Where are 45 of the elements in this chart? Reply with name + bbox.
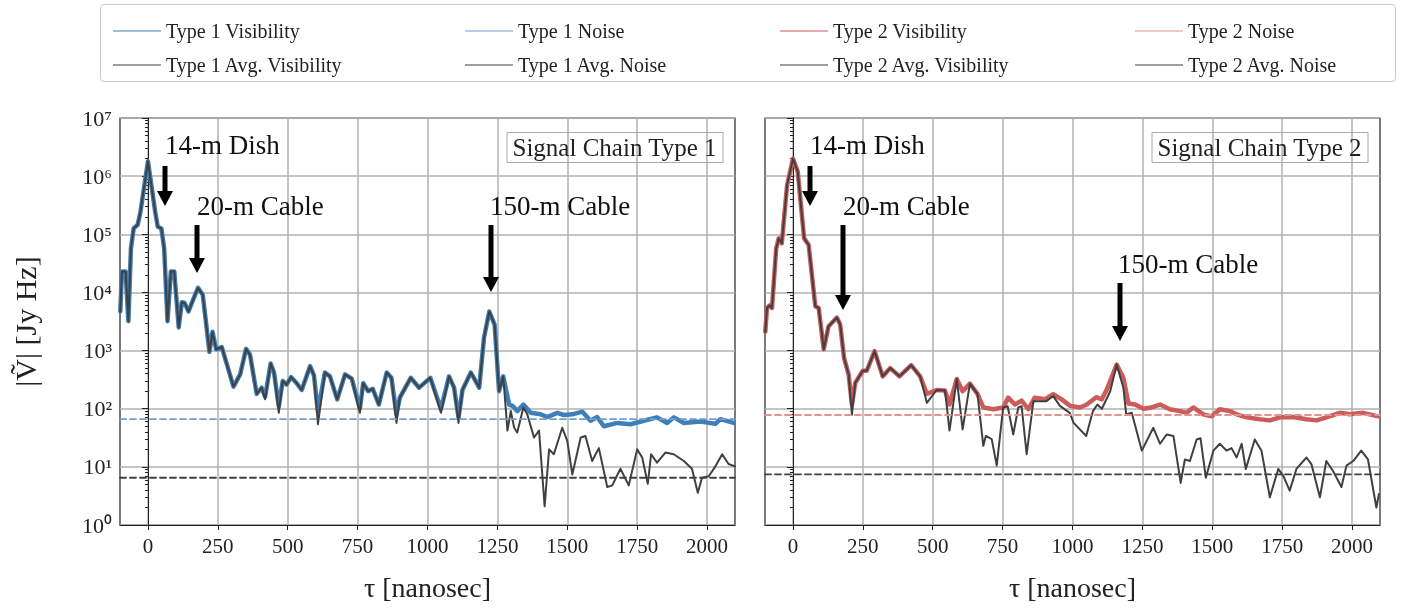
legend-label: Type 2 Avg. Noise (1188, 54, 1337, 77)
annotation: 150-m Cable (490, 190, 631, 221)
annotation: 20-m Cable (843, 190, 970, 221)
x-tick-label: 750 (341, 533, 374, 558)
text: Signal Chain Type 1 (512, 134, 717, 161)
x-tick-label: 250 (202, 533, 234, 558)
x-tick-label: 1000 (406, 533, 449, 558)
x-tick-label: 0 (787, 533, 799, 558)
x-tick-label: 0 (142, 533, 154, 558)
x-tick-label: 2000 (1331, 533, 1374, 558)
x-tick-label: 1250 (1121, 533, 1164, 558)
annotation: 150-m Cable (1118, 248, 1259, 279)
x-tick-label: 1750 (1261, 533, 1304, 558)
x-tick-label: 1500 (546, 533, 589, 558)
y-tick-label: 10⁰ (82, 512, 112, 538)
legend-label: Type 2 Avg. Visibility (833, 54, 1009, 77)
x-axis-title: τ [nanosec] (1008, 571, 1137, 603)
x-tick-label: 500 (916, 533, 949, 558)
annotation: 20-m Cable (197, 190, 324, 221)
y-axis-title: |Ṽ| [Jy Hz] (8, 256, 42, 387)
legend-label: Type 2 Noise (1188, 20, 1295, 43)
x-tick-label: 750 (986, 533, 1019, 558)
x-tick-label: 1500 (1191, 533, 1234, 558)
annotation: 14-m Dish (810, 129, 926, 160)
y-tick-label: 10² (83, 396, 113, 422)
x-tick-label: 1750 (616, 533, 659, 558)
x-tick-label: 250 (847, 533, 879, 558)
x-tick-label: 2000 (686, 533, 729, 558)
legend-label: Type 1 Visibility (166, 20, 300, 43)
y-tick-label: 10⁷ (82, 105, 112, 131)
y-tick-label: 10⁵ (82, 221, 112, 247)
legend-label: Type 1 Noise (518, 20, 625, 43)
y-tick-label: 10¹ (83, 454, 112, 480)
legend-label: Type 1 Avg. Visibility (166, 54, 342, 77)
legend-label: Type 2 Visibility (833, 20, 967, 43)
text: Signal Chain Type 2 (1157, 134, 1362, 161)
y-tick-label: 10³ (83, 338, 113, 364)
x-tick-label: 1250 (476, 533, 519, 558)
y-tick-label: 10⁶ (82, 163, 112, 189)
x-axis-title: τ [nanosec] (363, 571, 492, 603)
legend-label: Type 1 Avg. Noise (518, 54, 667, 77)
x-tick-label: 1000 (1051, 533, 1094, 558)
x-tick-label: 500 (271, 533, 304, 558)
y-tick-label: 10⁴ (82, 279, 113, 305)
annotation: 14-m Dish (165, 129, 281, 160)
